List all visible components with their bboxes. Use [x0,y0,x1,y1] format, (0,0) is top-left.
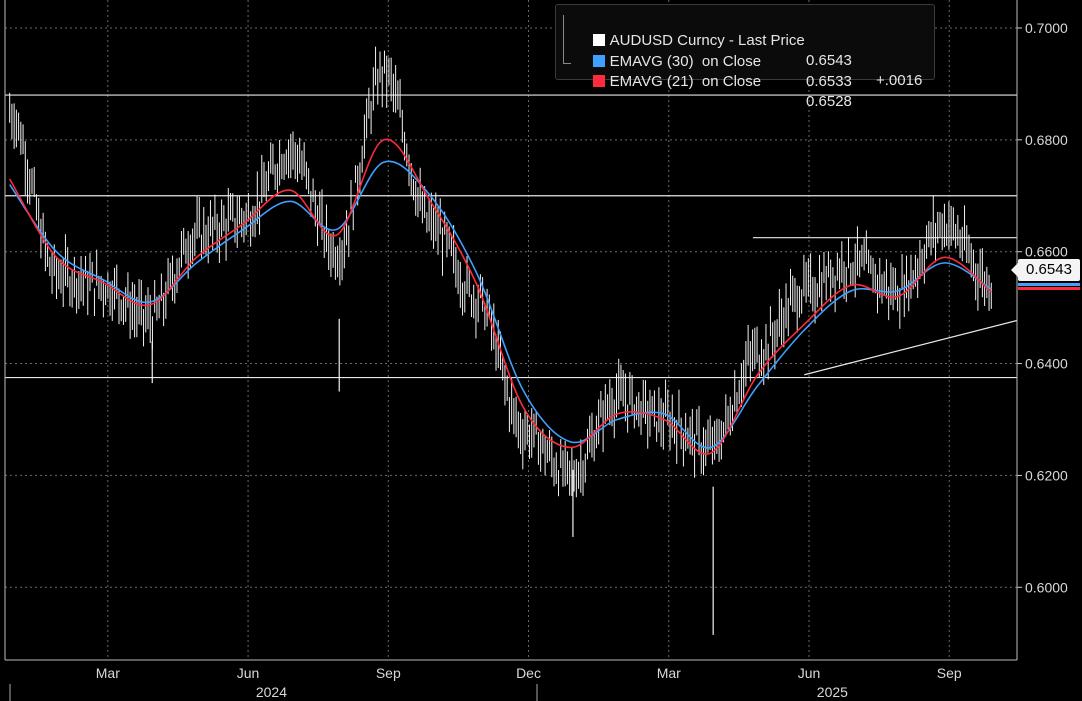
last-price-tag: 0.6543 [1011,259,1080,281]
ema21-line [8,138,992,455]
legend-row-ema30[interactable]: EMAVG (30) on Close 0.6533 [576,32,852,90]
legend-value-ema30: 0.6533 [806,73,852,90]
y-tick-label: 0.6800 [1025,132,1068,148]
trendline [804,319,1018,376]
legend-label-ema21: EMAVG (21) on Close [609,73,762,90]
x-tick-label: Sep [376,665,401,681]
chart-axes: 0.7000 0.6800 0.6600 0.6400 0.6200 0.6000 Mar J… [4,0,1068,701]
x-tick-label: Sep [937,665,962,681]
legend-value-ema21: 0.6528 [806,93,852,110]
ema21-swatch [592,75,605,87]
price-swatch [592,34,605,46]
legend-value-price: 0.6543 [806,52,852,69]
legend-label-ema30: EMAVG (30) on Close [609,53,762,70]
y-tick-label: 0.6200 [1025,467,1068,483]
x-tick-label: Dec [516,665,541,681]
x-year-label: 2025 [817,684,848,700]
ema30-axis-marker [1018,283,1080,286]
ema30-line [9,160,992,449]
x-year-label: 2024 [256,684,287,700]
x-tick-label: Jun [237,665,260,681]
ema30-swatch [592,55,605,67]
legend-tree-connector [563,15,571,64]
ema-lines [8,138,992,455]
x-tick-label: Mar [657,665,681,681]
x-tick-label: Jun [798,665,821,681]
legend-row-ema21[interactable]: EMAVG (21) on Close 0.6528 [576,52,852,110]
ema21-axis-marker [1018,287,1080,290]
y-tick-label: 0.6400 [1025,356,1068,372]
x-tick-label: Mar [96,665,120,681]
chart-legend[interactable]: AUDUSD Curncy - Last Price 0.6543 +.0016… [555,4,935,110]
y-tick-label: 0.6600 [1025,244,1068,260]
y-tick-label: 0.7000 [1025,20,1068,36]
legend-row-price[interactable]: AUDUSD Curncy - Last Price 0.6543 +.0016 [576,11,922,89]
legend-label-price: AUDUSD Curncy - Last Price [609,32,805,49]
legend-change-price: +.0016 [876,72,923,89]
y-tick-label: 0.6000 [1025,579,1068,595]
